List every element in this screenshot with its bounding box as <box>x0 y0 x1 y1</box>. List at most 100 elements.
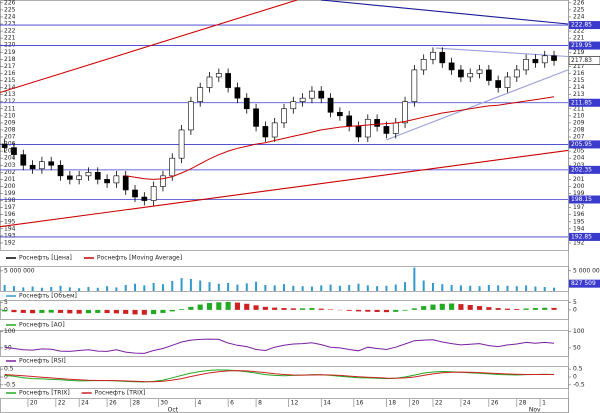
level-box <box>569 195 600 204</box>
volume-bar <box>413 267 416 291</box>
y-tick-label-left: 218 <box>4 56 16 63</box>
ao-bar <box>57 309 64 313</box>
volume-bar <box>264 284 267 291</box>
x-tick-label: 8 <box>258 400 262 407</box>
ao-bar <box>355 309 362 312</box>
x-tick-label: 22 <box>58 400 66 407</box>
volume-bar <box>31 286 34 291</box>
candle-body <box>439 51 446 64</box>
x-tick-label: 28 <box>132 400 140 407</box>
y-tick-label: -0.5 <box>573 381 585 388</box>
level-box <box>569 232 600 241</box>
candle-body <box>392 122 399 134</box>
y-tick-label-left: 204 <box>4 155 16 162</box>
ao-bar <box>411 308 417 310</box>
y-tick-label-left: 215 <box>4 77 16 84</box>
y-tick-label: 192 <box>573 239 585 246</box>
y-tick-label-left: 194 <box>4 225 16 232</box>
level-label: 205.95 <box>571 141 592 148</box>
y-tick-label: 203 <box>573 162 585 169</box>
level-label: 211.85 <box>571 99 592 106</box>
candle-body <box>197 87 204 102</box>
volume-bar <box>161 284 164 291</box>
volume-bar <box>376 286 379 291</box>
x-tick-label: 4 <box>198 400 202 407</box>
series-line <box>4 370 554 383</box>
legend-label: Роснефть [Объем] <box>19 293 77 300</box>
candle-body <box>299 97 306 102</box>
y-tick-label: 215 <box>573 77 585 84</box>
y-tick-label-left: 199 <box>4 190 16 197</box>
y-tick-label-left: 216 <box>4 70 16 77</box>
x-tick-label: 24 <box>81 400 89 407</box>
volume-bar <box>96 287 99 291</box>
y-tick-label-left: 5 000 000 <box>4 267 35 274</box>
y-tick-label: 0 <box>573 306 577 313</box>
trendline <box>0 149 569 228</box>
ao-bar <box>253 305 259 310</box>
ao-bar <box>458 304 464 310</box>
ao-bar <box>30 309 36 314</box>
y-tick-label-left: 225 <box>4 6 16 13</box>
y-tick-label-left: 100 <box>4 328 16 335</box>
ao-bar <box>141 309 147 315</box>
ao-bar <box>234 302 241 310</box>
volume-bar <box>441 284 444 291</box>
ao-bar <box>523 308 529 310</box>
volume-bar <box>3 284 6 291</box>
ao-bar <box>421 306 427 310</box>
ao-bar <box>48 309 54 313</box>
candle-body <box>160 175 166 187</box>
series-line <box>125 96 555 180</box>
candle-body <box>420 59 427 71</box>
ao-bar <box>504 308 511 310</box>
legend-label: Роснефть [TRIX] <box>19 390 70 397</box>
x-tick-label: 16 <box>356 400 364 407</box>
y-tick-label-left: 223 <box>4 21 16 28</box>
level-box <box>569 165 600 174</box>
y-tick-label: 217 <box>573 63 585 70</box>
candle-body <box>290 101 297 110</box>
x-tick-label: 22 <box>435 400 443 407</box>
volume-bar <box>292 285 295 291</box>
y-tick-label-left: 201 <box>4 176 16 183</box>
y-tick-label-left: 197 <box>4 204 16 211</box>
x-tick-label: 20 <box>412 400 420 407</box>
y-tick-label: 196 <box>573 211 585 218</box>
ao-bar <box>179 309 185 310</box>
candle-body <box>48 161 55 166</box>
candle-body <box>169 157 176 177</box>
y-tick-label: 204 <box>573 155 585 162</box>
volume-bar <box>115 287 118 291</box>
volume-bar <box>366 285 369 291</box>
y-tick-label-left: 192 <box>4 239 16 246</box>
y-tick-label: 225 <box>573 6 585 13</box>
candle-body <box>11 147 17 155</box>
candle-body <box>430 51 436 60</box>
volume-bar <box>199 280 202 291</box>
volume-bar <box>525 285 528 291</box>
legend-label: Роснефть [Moving Average] <box>97 255 182 262</box>
volume-bar <box>134 283 137 291</box>
ao-bar <box>486 307 492 310</box>
y-tick-label-left: 198 <box>4 197 16 204</box>
ao-bar <box>95 309 101 313</box>
legend-label: Роснефть [TRIX] <box>95 390 146 397</box>
volume-bar <box>68 287 71 291</box>
y-tick-label: 50 <box>573 344 581 351</box>
ao-bar <box>439 303 445 310</box>
ao-bar <box>85 309 92 314</box>
candle-body <box>476 69 483 74</box>
y-tick-label: 219 <box>573 49 585 56</box>
candle-body <box>281 108 287 124</box>
level-label: 202.35 <box>571 166 592 173</box>
ao-bar <box>188 306 194 310</box>
candle-body <box>39 161 45 170</box>
ao-bar <box>476 306 483 310</box>
ao-bar <box>20 309 26 313</box>
legend-label: Роснефть [AO] <box>19 322 65 329</box>
x-tick-label: 26 <box>491 400 499 407</box>
candle-body <box>458 69 464 78</box>
y-tick-label-left: 222 <box>4 28 16 35</box>
volume-bar <box>236 284 239 291</box>
